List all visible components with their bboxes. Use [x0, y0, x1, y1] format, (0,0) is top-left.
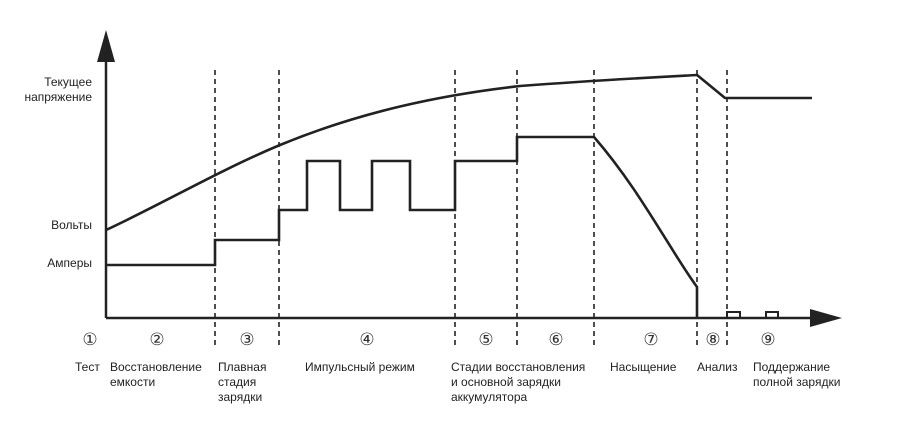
- stage-number-8: ⑧: [705, 330, 721, 349]
- stage-label-7: Насыщение: [610, 360, 677, 374]
- stage-label-9: Поддержание полной зарядки: [753, 360, 841, 389]
- stage-number-1: ①: [82, 330, 98, 349]
- stage-label-4: Импульсный режим: [305, 360, 415, 374]
- stage-number-2: ②: [149, 330, 165, 349]
- stage-dividers: [214, 70, 728, 345]
- y-label-volts: Вольты: [51, 218, 92, 232]
- stage-label-1: Тест: [75, 360, 100, 374]
- stage-label-5: Стадии восстановления и основной зарядки…: [451, 360, 586, 404]
- stage-number-5: ⑤: [478, 330, 494, 349]
- stage-number-3: ③: [239, 330, 255, 349]
- current-curve: [106, 135, 699, 318]
- stage-label-3: Плавная стадия зарядки: [218, 360, 267, 404]
- x-axis-arrow: [810, 309, 842, 327]
- stage-number-6: ⑥: [548, 330, 564, 349]
- stage-number-4: ④: [359, 330, 375, 349]
- stage-label-8: Анализ: [697, 360, 738, 374]
- stage-number-7: ⑦: [643, 330, 659, 349]
- stage-label-2: Восстановление емкости: [110, 360, 202, 389]
- y-label-amperes: Амперы: [47, 256, 92, 270]
- stage-number-9: ⑨: [760, 330, 776, 349]
- voltage-curve: [105, 73, 812, 232]
- y-label-current-voltage: Текущее напряжение: [24, 75, 92, 104]
- float-pulses: [726, 311, 800, 319]
- y-axis-arrow: [97, 30, 115, 62]
